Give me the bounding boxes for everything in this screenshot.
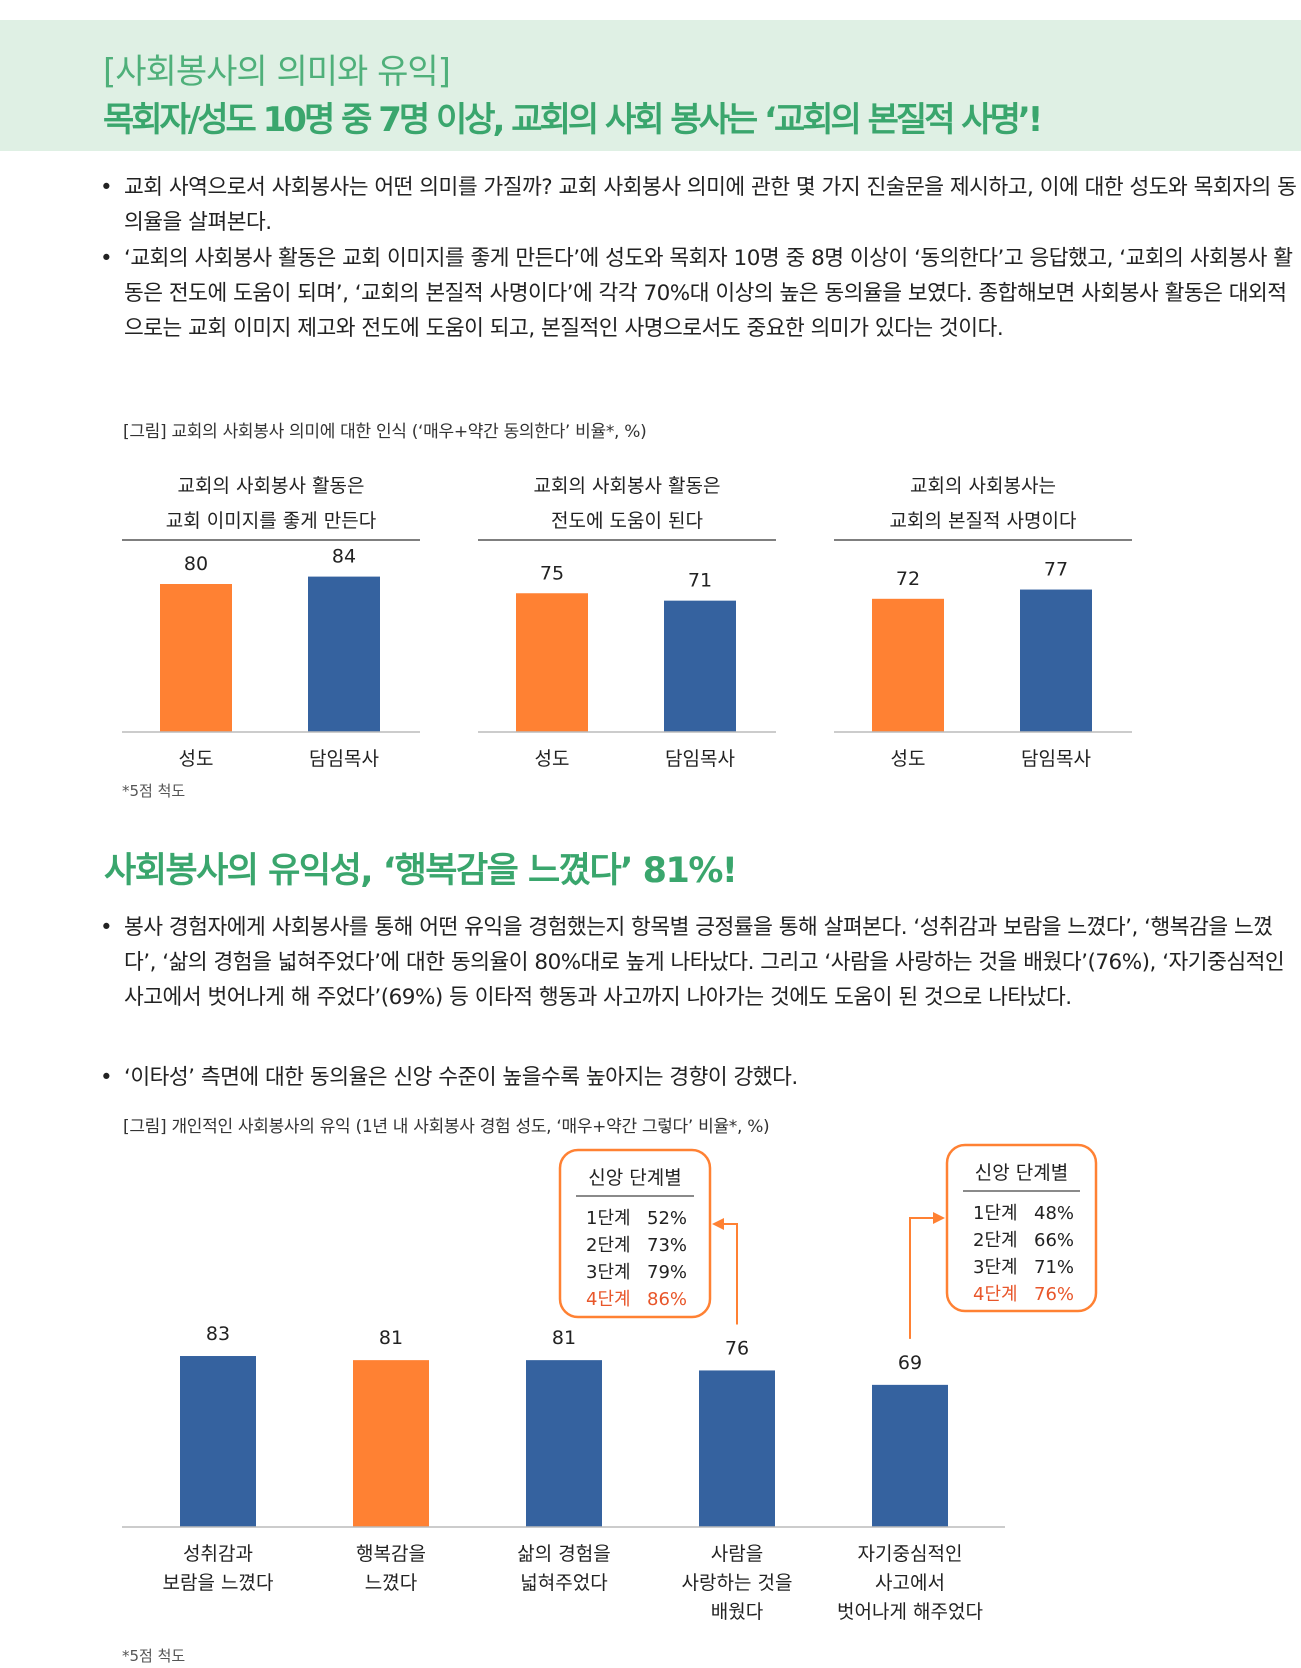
callout-stage-value: 86% — [647, 1289, 687, 1310]
bar — [699, 1370, 775, 1527]
callout-box — [945, 1143, 1098, 1313]
bullet-dot: • — [100, 175, 113, 200]
callout-connector — [722, 1223, 738, 1325]
callout-stage-label: 4단계 — [973, 1284, 1018, 1305]
bar — [353, 1360, 429, 1527]
category-label: 담임목사 — [665, 748, 735, 770]
bar — [1020, 589, 1092, 732]
callout-stage-label: 1단계 — [586, 1208, 631, 1229]
callout-stage-label: 3단계 — [586, 1262, 631, 1283]
category-label: 사고에서 — [875, 1572, 945, 1594]
category-label: 넓혀주었다 — [520, 1572, 607, 1594]
category-label: 사람을 — [711, 1543, 763, 1565]
section-title: 사회봉사의 유익성, ‘행복감을 느꼈다’ 81%! — [104, 851, 738, 891]
data-label: 69 — [898, 1352, 922, 1374]
data-label: 71 — [688, 570, 712, 592]
panel-title: 전도에 도움이 된다 — [551, 510, 703, 532]
callout-connector — [909, 1217, 935, 1339]
data-label: 72 — [896, 568, 920, 590]
footnote: *5점 척도 — [122, 1647, 186, 1665]
data-label: 75 — [540, 562, 564, 584]
bullet-dot: • — [100, 915, 113, 940]
callout-title: 신앙 단계별 — [588, 1167, 681, 1189]
callout-stage-label: 2단계 — [586, 1235, 631, 1256]
header-title: 목회자/성도 10명 중 7명 이상, 교회의 사회 봉사는 ‘교회의 본질적 … — [103, 100, 1043, 140]
callout-title: 신앙 단계별 — [975, 1162, 1068, 1184]
panel-title: 교회의 본질적 사명이다 — [890, 510, 1077, 532]
callout-stage-value: 76% — [1034, 1284, 1074, 1305]
panel-title: 교회의 사회봉사 활동은 — [178, 475, 365, 497]
panel-title: 교회의 사회봉사는 — [910, 475, 1056, 497]
category-label: 행복감을 — [356, 1543, 426, 1565]
callout-stage-value: 48% — [1034, 1203, 1074, 1224]
footnote: *5점 척도 — [122, 782, 186, 800]
category-label: 담임목사 — [309, 748, 379, 770]
bullet-text: 봉사 경험자에게 사회봉사를 통해 어떤 유익을 경험했는지 항목별 긍정률을 … — [124, 915, 1285, 1010]
panel-title: 교회의 사회봉사 활동은 — [534, 475, 721, 497]
header-banner: [사회봉사의 의미와 유익] 목회자/성도 10명 중 7명 이상, 교회의 사… — [0, 20, 1301, 151]
bullet-dot: • — [100, 1065, 113, 1090]
category-label: 느꼈다 — [365, 1572, 417, 1594]
bar — [872, 598, 944, 732]
bar — [180, 1356, 256, 1527]
data-label: 76 — [725, 1337, 749, 1359]
callout-stage-value: 66% — [1034, 1230, 1074, 1251]
category-label: 성취감과 — [183, 1543, 253, 1565]
callout-stage-label: 1단계 — [973, 1203, 1018, 1224]
figure-title: [그림] 교회의 사회봉사 의미에 대한 인식 (‘매우+약간 동의한다’ 비율… — [123, 422, 647, 442]
figure-title: [그림] 개인적인 사회봉사의 유익 (1년 내 사회봉사 경험 성도, ‘매우… — [123, 1117, 770, 1137]
bar — [526, 1360, 602, 1527]
data-label: 81 — [379, 1327, 403, 1349]
data-label: 80 — [184, 553, 208, 575]
category-label: 담임목사 — [1021, 748, 1091, 770]
category-label: 성도 — [535, 748, 570, 770]
bar — [308, 576, 380, 732]
category-label: 보람을 느꼈다 — [163, 1572, 274, 1594]
arrow-head-icon — [933, 1212, 945, 1224]
callout-box — [558, 1148, 712, 1319]
header-subtitle: [사회봉사의 의미와 유익] — [103, 52, 451, 92]
bar — [664, 600, 736, 732]
bar — [160, 584, 232, 732]
category-label: 사랑하는 것을 — [682, 1572, 793, 1594]
callout-stage-label: 3단계 — [973, 1257, 1018, 1278]
category-label: 성도 — [891, 748, 926, 770]
bullet-text: ‘이타성’ 측면에 대한 동의율은 신앙 수준이 높을수록 높아지는 경향이 강… — [124, 1065, 798, 1090]
panel-title: 교회 이미지를 좋게 만든다 — [166, 510, 376, 532]
callout-stage-label: 2단계 — [973, 1230, 1018, 1251]
arrow-head-icon — [712, 1218, 724, 1230]
category-label: 배웠다 — [711, 1601, 763, 1623]
bar — [516, 593, 588, 732]
data-label: 83 — [206, 1323, 230, 1345]
bullet-text: ‘교회의 사회봉사 활동은 교회 이미지를 좋게 만든다’에 성도와 목회자 1… — [124, 246, 1293, 341]
data-label: 81 — [552, 1327, 576, 1349]
bullet-dot: • — [100, 246, 113, 271]
bar — [872, 1384, 948, 1527]
category-label: 자기중심적인 — [858, 1543, 963, 1565]
callout-stage-value: 79% — [647, 1262, 687, 1283]
data-label: 77 — [1044, 559, 1068, 581]
category-label: 벗어나게 해주었다 — [837, 1601, 983, 1623]
category-label: 삶의 경험을 — [517, 1543, 610, 1565]
data-label: 84 — [332, 546, 356, 568]
callout-stage-value: 71% — [1034, 1257, 1074, 1278]
bullet-text: 교회 사역으로서 사회봉사는 어떤 의미를 가질까? 교회 사회봉사 의미에 관… — [124, 175, 1297, 235]
category-label: 성도 — [179, 748, 214, 770]
callout-stage-value: 52% — [647, 1208, 687, 1229]
callout-stage-label: 4단계 — [586, 1289, 631, 1310]
callout-stage-value: 73% — [647, 1235, 687, 1256]
